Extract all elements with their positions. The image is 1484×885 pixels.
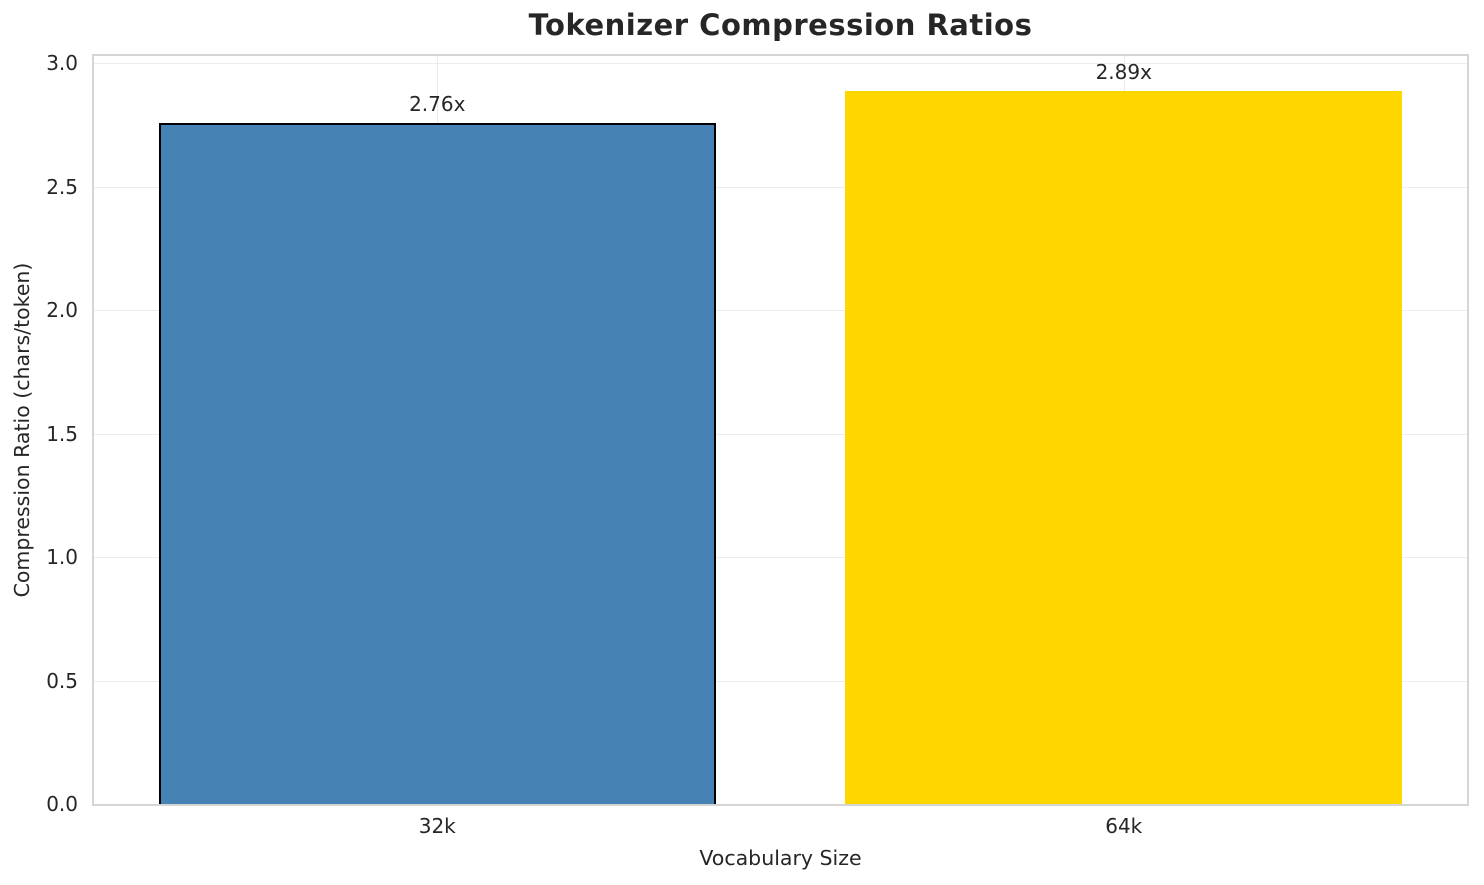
x-axis-label: Vocabulary Size [699, 846, 862, 870]
y-tick-label: 1.5 [46, 421, 78, 446]
horizontal-gridline [94, 433, 1467, 435]
x-tick-label: 32k [418, 814, 456, 838]
horizontal-gridline [94, 63, 1467, 65]
y-tick-label: 0.0 [46, 792, 78, 816]
bar-64k [845, 90, 1403, 804]
y-tick-label: 3.0 [46, 51, 78, 76]
horizontal-gridline [94, 310, 1467, 312]
horizontal-gridline [94, 557, 1467, 559]
horizontal-gridline [94, 186, 1467, 188]
bar-32k [158, 122, 716, 804]
plot-area [92, 54, 1469, 806]
y-tick-label: 2.0 [46, 298, 78, 323]
y-tick-label: 0.5 [46, 668, 78, 693]
bar-value-label: 2.89x [1095, 59, 1152, 84]
y-tick-label: 1.0 [46, 545, 78, 570]
horizontal-gridline [94, 680, 1467, 682]
x-tick-label: 64k [1105, 814, 1143, 838]
y-tick-label: 2.5 [46, 174, 78, 199]
bar-value-label: 2.76x [409, 91, 466, 116]
chart-title: Tokenizer Compression Ratios [528, 8, 1033, 42]
